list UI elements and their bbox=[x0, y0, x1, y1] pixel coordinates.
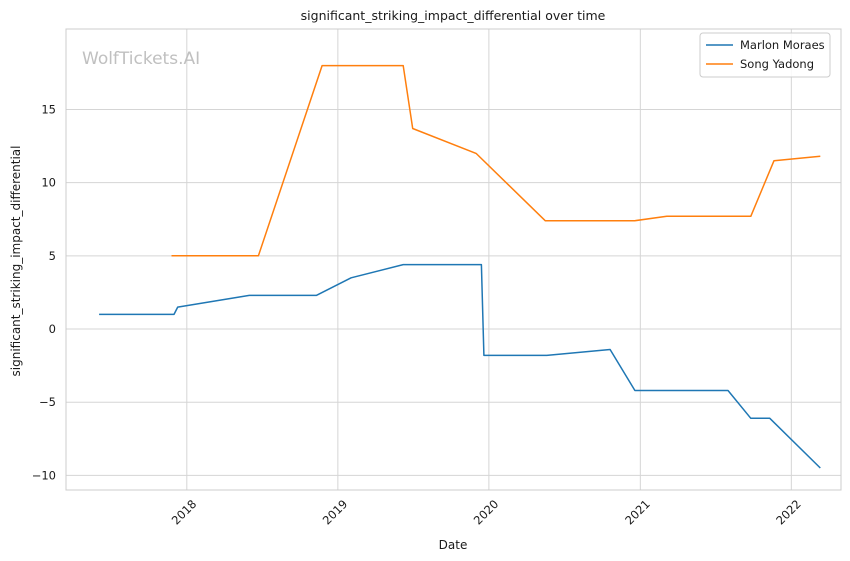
series-layer bbox=[99, 64, 821, 469]
y-tick-label: −5 bbox=[39, 395, 56, 409]
x-axis-label: Date bbox=[439, 538, 468, 552]
legend-box bbox=[699, 32, 831, 78]
series-line-song-yadong bbox=[171, 64, 821, 257]
y-tick-label: 15 bbox=[41, 102, 56, 116]
x-tick-label: 2020 bbox=[471, 497, 502, 528]
y-tick-label: 10 bbox=[41, 176, 56, 190]
x-tick-label: 2022 bbox=[773, 497, 804, 528]
watermark: WolfTickets.AI bbox=[82, 49, 200, 69]
y-tick-label: −10 bbox=[32, 468, 56, 482]
y-tick-label: 0 bbox=[49, 322, 56, 336]
x-tick-label: 2018 bbox=[169, 497, 200, 528]
legend-label-song-yadong: Song Yadong bbox=[740, 57, 814, 71]
x-tick-label: 2019 bbox=[320, 497, 351, 528]
series-line-marlon-moraes bbox=[99, 263, 821, 469]
chart-title: significant_striking_impact_differential… bbox=[301, 8, 606, 23]
y-axis: −10 −5 0 5 10 15 bbox=[32, 102, 56, 482]
plot-frame bbox=[65, 28, 842, 491]
x-tick-label: 2021 bbox=[622, 497, 653, 528]
legend-label-marlon-moraes: Marlon Moraes bbox=[740, 38, 825, 52]
y-tick-label: 5 bbox=[49, 249, 56, 263]
y-axis-label: significant_striking_impact_differential bbox=[9, 146, 23, 377]
legend: Marlon Moraes Song Yadong bbox=[699, 32, 831, 78]
x-axis: 2018 2019 2020 2021 2022 bbox=[169, 497, 804, 528]
grid bbox=[66, 29, 841, 490]
